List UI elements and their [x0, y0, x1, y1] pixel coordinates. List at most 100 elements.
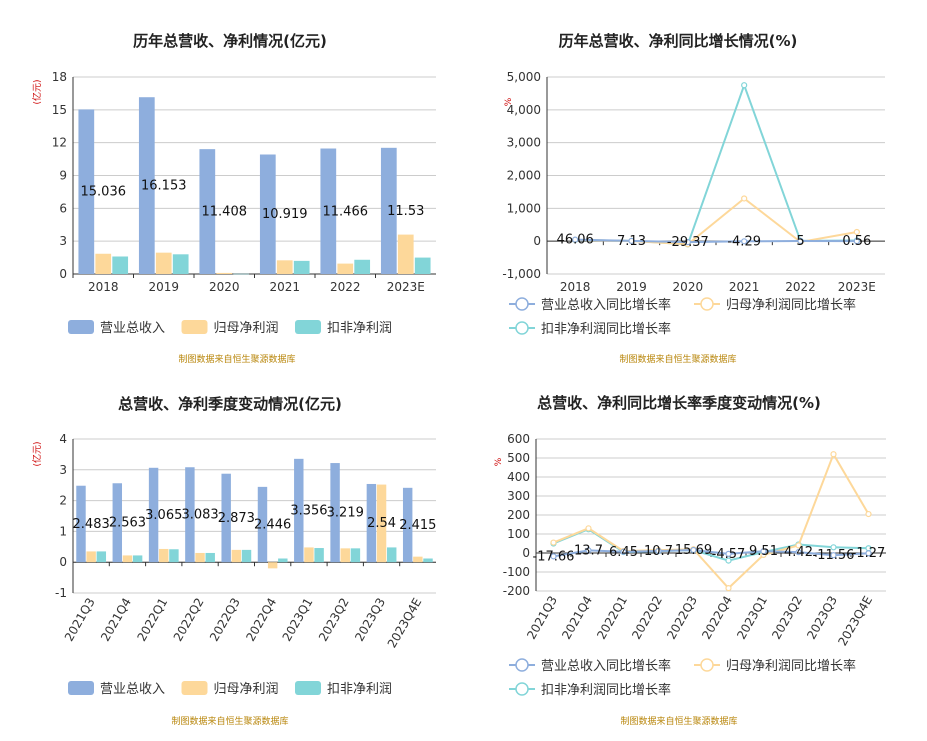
bar-revenue: [78, 109, 95, 274]
x-tick-label: 2021Q4: [98, 596, 134, 644]
data-point: [741, 82, 748, 89]
bar-net-profit: [413, 556, 423, 563]
x-tick-label: 2022Q3: [207, 596, 243, 644]
data-label: -29.37: [667, 235, 709, 250]
x-tick-label: 2022Q2: [629, 594, 665, 642]
data-label: 3.083: [181, 508, 218, 523]
x-tick-label: 2023Q2: [769, 594, 805, 642]
y-tick-label: 4,000: [507, 103, 541, 117]
data-point: [725, 557, 732, 564]
legend-label: 归母净利润同比增长率: [726, 297, 856, 313]
data-point: [684, 239, 691, 246]
y-tick-label: 4: [59, 432, 67, 446]
legend-swatch: [68, 681, 94, 695]
legend-label: 营业总收入同比增长率: [541, 297, 671, 313]
bar-revenue: [138, 97, 155, 274]
data-label: 9.51: [749, 544, 778, 559]
bar-net-profit: [122, 555, 133, 563]
y-tick-label: 5,000: [507, 70, 541, 84]
legend-label: 营业总收入: [100, 321, 165, 336]
bar-revenue: [221, 473, 231, 563]
data-point: [550, 539, 557, 546]
legend-marker: [700, 658, 714, 672]
data-label: -1.27: [852, 546, 886, 561]
data-point: [865, 510, 872, 518]
x-tick-label: 2023Q4E: [835, 594, 875, 649]
chart-title: 历年总营收、净利情况(亿元): [133, 32, 327, 50]
bar-revenue: [199, 149, 216, 274]
x-tick-label: 2021Q3: [62, 596, 98, 644]
bar-revenue: [148, 467, 159, 563]
legend-label: 归母净利润: [214, 682, 279, 697]
bar-deducted-profit: [205, 552, 215, 563]
bar-revenue: [320, 148, 337, 274]
y-tick-label: 9: [59, 169, 67, 183]
bar-net-profit: [337, 263, 354, 274]
data-label: 7.13: [617, 234, 646, 249]
x-tick-label: 2022Q4: [699, 594, 735, 642]
bar-deducted-profit: [169, 549, 179, 563]
bar-net-profit: [304, 547, 314, 563]
data-label: -11.56: [813, 548, 855, 563]
chart-title: 总营收、净利同比增长率季度变动情况(%): [537, 394, 821, 412]
chart-title: 总营收、净利季度变动情况(亿元): [118, 395, 342, 413]
bar-deducted-profit: [112, 256, 129, 274]
data-point: [830, 451, 837, 458]
data-point: [853, 238, 860, 245]
bar-revenue: [185, 467, 195, 563]
data-point: [830, 552, 837, 559]
bar-deducted-profit: [278, 558, 288, 563]
legend-swatch: [295, 681, 321, 695]
x-tick-label: 2023Q4E: [385, 596, 425, 651]
data-point: [830, 544, 837, 551]
legend-marker: [515, 658, 529, 672]
data-label: 5: [796, 234, 804, 249]
legend-label: 归母净利润: [214, 321, 279, 336]
y-tick-label: 2,000: [507, 169, 541, 183]
bar-deducted-profit: [350, 548, 361, 563]
data-label: 46.06: [557, 233, 594, 248]
bar-net-profit: [155, 252, 172, 274]
bar-deducted-profit: [233, 273, 250, 275]
bar-deducted-profit: [386, 547, 397, 563]
data-label: 11.408: [202, 205, 248, 220]
x-tick-label: 2022: [330, 280, 361, 294]
bar-net-profit: [276, 260, 293, 274]
data-point: [795, 549, 802, 556]
x-tick-label: 2022Q4: [243, 596, 279, 644]
x-tick-label: 2023E: [838, 280, 876, 294]
data-point: [741, 195, 748, 202]
y-tick-label: -100: [503, 565, 530, 579]
bar-revenue: [366, 483, 377, 563]
data-point: [572, 236, 579, 243]
data-label: 4.42: [784, 545, 813, 560]
x-tick-label: 2023Q1: [280, 596, 316, 644]
data-label: 2.483: [73, 517, 110, 532]
legend-label: 扣非净利润: [327, 682, 392, 697]
bar-net-profit: [86, 551, 96, 563]
bar-net-profit: [195, 552, 205, 563]
y-tick-label: 1: [59, 524, 67, 538]
legend-label: 扣非净利润同比增长率: [541, 321, 671, 337]
source-note: 制图数据来自恒生聚源数据库: [171, 715, 288, 727]
x-tick-label: 2020: [673, 280, 704, 294]
data-label: 11.53: [387, 204, 424, 219]
legend-marker: [515, 682, 529, 696]
y-tick-label: 1,000: [507, 201, 541, 215]
bar-deducted-profit: [314, 548, 324, 563]
bar-deducted-profit: [96, 551, 107, 563]
legend-swatch: [68, 320, 94, 334]
y-tick-label: 0: [533, 234, 541, 248]
bar-net-profit: [340, 548, 350, 563]
legend-label: 扣非净利润: [327, 321, 392, 336]
data-label: -4.57: [712, 547, 746, 562]
legend-swatch: [181, 681, 208, 695]
bar-deducted-profit: [132, 555, 143, 563]
data-label: 2.563: [109, 516, 146, 531]
x-tick-label: 2023Q3: [352, 596, 388, 644]
y-tick-label: 3: [59, 234, 67, 248]
x-tick-label: 2022Q1: [134, 596, 170, 644]
data-label: -17.66: [533, 549, 575, 564]
x-tick-label: 2022Q1: [594, 594, 630, 642]
bar-net-profit: [95, 253, 112, 274]
